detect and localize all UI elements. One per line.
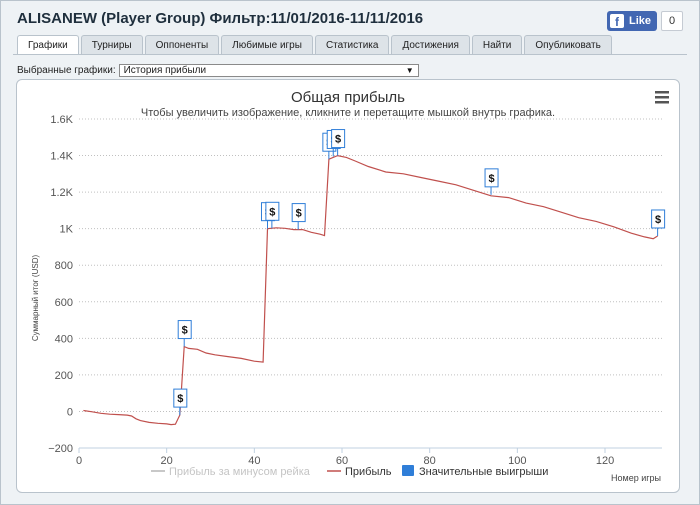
x-tick-label: 40 (248, 455, 260, 467)
y-tick-label: −200 (48, 443, 73, 455)
legend-rake-label: Прибыль за минусом рейка (169, 466, 311, 478)
profit-chart-container[interactable]: Общая прибыль Чтобы увеличить изображени… (16, 79, 680, 493)
tab-achievements[interactable]: Достижения (391, 35, 470, 54)
flag-box (177, 320, 192, 340)
chart-legend: Прибыль за минусом рейка Прибыль Значитель… (151, 465, 548, 478)
legend-bigwins-swatch (402, 465, 414, 476)
flag-label: $ (182, 325, 188, 337)
tab-panel-border (13, 54, 687, 55)
flag-label: $ (335, 134, 341, 146)
big-win-flag: $ (651, 209, 666, 236)
facebook-like-count: 0 (661, 11, 684, 31)
tab-tournaments[interactable]: Турниры (80, 35, 143, 54)
x-tick-label: 80 (424, 455, 436, 467)
x-tick-label: 60 (336, 455, 348, 467)
facebook-logo-icon: f (610, 14, 624, 28)
x-axis-ticks: 0 20 40 60 80 100 120 (76, 447, 662, 467)
flag-label: $ (488, 173, 494, 185)
big-win-flags: $$$$$$$$$$ (173, 129, 666, 416)
flag-label: $ (269, 206, 275, 218)
y-tick-label: 1K (60, 224, 74, 236)
facebook-like-widget: f Like 0 (607, 11, 684, 31)
y-tick-label: 1.4K (50, 151, 73, 163)
x-tick-label: 100 (508, 455, 526, 467)
tab-opponents[interactable]: Оппоненты (144, 35, 220, 54)
chart-series (83, 154, 658, 426)
dropdown-arrow-icon: ▼ (405, 66, 414, 75)
x-tick-label: 120 (596, 455, 614, 467)
tab-publish[interactable]: Опубликовать (524, 35, 612, 54)
big-win-flag: $ (177, 320, 192, 347)
big-win-flag: $ (484, 168, 499, 195)
window-title: ALISANEW (Player Group) Фильтр:11/01/201… (17, 10, 424, 27)
facebook-like-button[interactable]: f Like (607, 11, 658, 31)
y-tick-label: 1.6K (50, 114, 73, 126)
flag-box (331, 129, 346, 149)
facebook-like-label: Like (629, 15, 652, 27)
flag-label: $ (296, 208, 302, 220)
graph-select-label: Выбранные графики: (17, 65, 116, 76)
tab-find[interactable]: Найти (471, 35, 523, 54)
flag-box (291, 203, 306, 223)
flag-box (484, 168, 499, 188)
big-win-flag: $ (265, 201, 280, 229)
y-tick-label: 1.2K (50, 187, 73, 199)
y-tick-label: 400 (55, 333, 73, 345)
tab-favorite-games[interactable]: Любимые игры (221, 35, 313, 54)
flag-box (173, 388, 188, 408)
y-tick-label: 0 (67, 406, 73, 418)
tab-graphs[interactable]: Графики (17, 35, 79, 55)
tab-bar: Графики Турниры Оппоненты Любимые игры С… (17, 35, 612, 55)
graph-select-row: Выбранные графики: История прибыли ▼ (17, 64, 419, 77)
flag-label: $ (655, 214, 661, 226)
chart-subtitle: Чтобы увеличить изображение, кликните и … (141, 107, 555, 119)
x-tick-label: 0 (76, 455, 82, 467)
legend-profit-label: Прибыль (345, 466, 392, 478)
y-tick-label: 200 (55, 370, 73, 382)
big-win-flag: $ (173, 388, 188, 416)
graph-select-dropdown[interactable]: История прибыли ▼ (118, 64, 419, 77)
tab-statistics[interactable]: Статистика (314, 35, 390, 54)
flag-box (651, 209, 666, 229)
profit-series-line (83, 154, 658, 426)
big-win-flag: $ (331, 129, 346, 156)
x-tick-label: 20 (161, 455, 173, 467)
flag-box (265, 201, 280, 221)
legend-bigwins-label: Значительные выигрыши (419, 466, 548, 478)
profit-chart[interactable]: Общая прибыль Чтобы увеличить изображени… (17, 80, 679, 492)
flag-label: $ (177, 393, 183, 405)
hamburger-menu-icon[interactable] (655, 91, 669, 104)
graph-select-value: История прибыли (123, 65, 207, 76)
y-axis-label: Суммарный итог (USD) (31, 255, 40, 342)
x-axis-label: Номер игры (611, 473, 661, 483)
chart-grid (79, 118, 662, 449)
y-tick-label: 800 (55, 260, 73, 272)
y-axis-ticks: −200 0 200 400 600 800 1K 1.2K 1.4K 1.6K (48, 114, 73, 455)
chart-title: Общая прибыль (291, 89, 405, 106)
y-tick-label: 600 (55, 297, 73, 309)
big-win-flag: $ (291, 203, 306, 230)
